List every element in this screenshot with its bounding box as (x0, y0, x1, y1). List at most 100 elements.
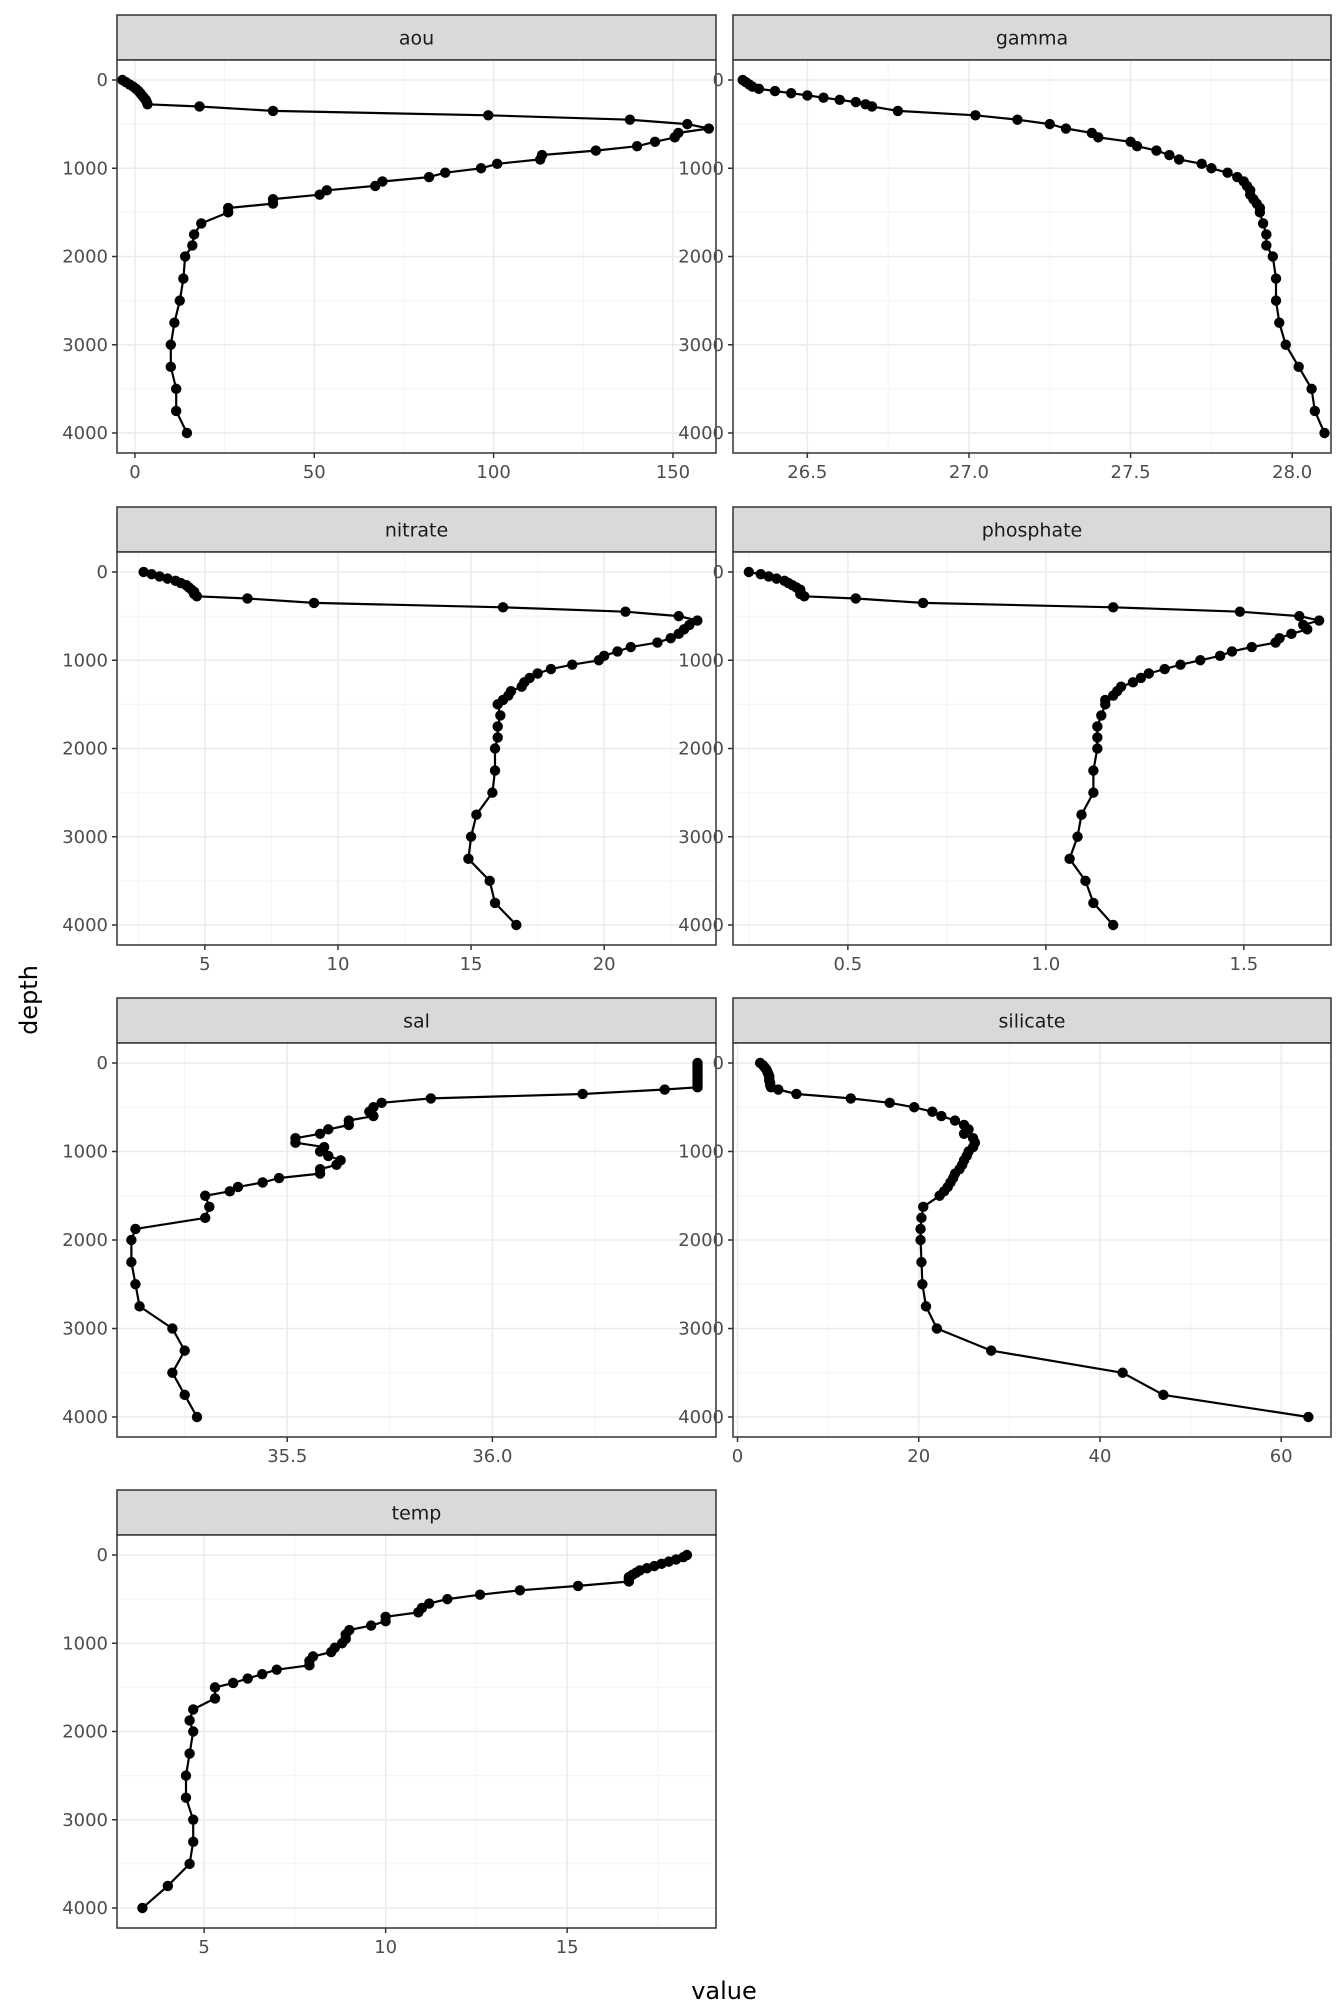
data-point (492, 699, 503, 710)
y-tick-label: 3000 (62, 1810, 108, 1831)
data-point (290, 1137, 301, 1148)
x-axis-title: value (691, 1977, 757, 2005)
data-point (1294, 610, 1305, 622)
y-tick-label: 3000 (62, 827, 108, 848)
data-point (1293, 361, 1304, 373)
data-point (692, 615, 703, 626)
data-point (970, 110, 981, 121)
facet-gamma: gamma 0 1000 2000 3000 4000 26.5 27.0 27.5 28.0 (678, 14, 1332, 483)
data-point (931, 1323, 943, 1334)
data-point (659, 1084, 670, 1095)
data-point (1175, 659, 1186, 670)
y-tick-label: 0 (97, 70, 108, 91)
data-point (1012, 114, 1023, 125)
x-tick-label: 1.5 (1230, 954, 1259, 975)
y-tick-label: 0 (713, 1053, 724, 1074)
data-point (1158, 1389, 1169, 1401)
data-point (673, 610, 684, 622)
data-point (314, 189, 325, 200)
data-point (915, 1234, 926, 1246)
data-point (191, 591, 203, 602)
data-point (1261, 229, 1272, 240)
data-point (179, 1345, 190, 1356)
data-point (1088, 787, 1099, 798)
data-point (368, 1110, 379, 1122)
data-point (692, 1082, 703, 1093)
panel-border (116, 1534, 717, 1929)
y-tick-label: 1000 (678, 1142, 724, 1163)
data-point (1135, 672, 1147, 684)
y-tick-label: 1000 (62, 1142, 108, 1163)
data-point (1173, 154, 1185, 165)
data-point (1280, 339, 1291, 350)
data-point (892, 105, 904, 117)
x-tick-label: 0 (732, 1446, 743, 1467)
panel-border (116, 1042, 717, 1438)
data-point (934, 1190, 945, 1201)
data-point (834, 94, 845, 106)
facet-nitrate: nitrate 0 1000 2000 3000 4000 5 10 15 20 (62, 506, 717, 975)
x-tick-label: 10 (327, 954, 350, 975)
data-point (242, 1673, 253, 1684)
data-point (413, 1607, 424, 1618)
facet-strip-label: silicate (999, 1011, 1066, 1033)
data-point (818, 92, 829, 103)
data-point (184, 1748, 195, 1759)
data-point (1270, 295, 1282, 306)
data-point (986, 1345, 997, 1356)
data-point (763, 571, 774, 582)
facet-strip-gamma (732, 14, 1332, 61)
data-point (1072, 831, 1083, 842)
y-tick-label: 3000 (62, 1319, 108, 1340)
y-tick-label: 4000 (62, 423, 108, 444)
facet-strip-label: phosphate (982, 520, 1083, 542)
data-point (314, 1168, 326, 1179)
data-point (380, 1615, 391, 1627)
data-point (489, 897, 501, 909)
panel-border (732, 1042, 1332, 1438)
x-tick-label: 35.5 (267, 1446, 307, 1467)
data-point (669, 132, 680, 143)
data-point (567, 659, 578, 670)
data-point (850, 593, 861, 604)
x-tick-label: 10 (374, 1937, 397, 1958)
data-point (1044, 118, 1055, 130)
data-point (1302, 624, 1313, 635)
y-tick-label: 2000 (678, 739, 724, 760)
data-point (184, 1715, 195, 1726)
data-point (489, 765, 501, 776)
data-point (1196, 158, 1207, 170)
data-point (577, 1088, 588, 1100)
data-point (785, 88, 797, 99)
data-point (949, 1115, 961, 1126)
data-point (511, 919, 522, 931)
data-point (165, 339, 177, 350)
data-point (169, 317, 180, 328)
data-point (188, 1704, 199, 1715)
data-point (188, 1726, 199, 1737)
data-point (224, 1186, 236, 1197)
data-point (376, 1097, 387, 1109)
data-point (257, 1177, 268, 1188)
y-tick-label: 1000 (678, 158, 724, 179)
data-point (314, 1128, 326, 1140)
x-tick-label: 1.0 (1032, 954, 1061, 975)
data-point (624, 114, 636, 125)
data-point (227, 1677, 239, 1689)
data-point (1164, 149, 1175, 161)
y-axis-title: depth (15, 965, 43, 1035)
data-point (273, 1172, 285, 1184)
data-point (958, 1128, 970, 1140)
data-point (497, 602, 509, 613)
data-point (1267, 251, 1279, 262)
facet-phosphate: phosphate 0 1000 2000 3000 4000 0.5 1.0 1.5 (678, 506, 1332, 975)
panel-border (732, 59, 1332, 454)
data-point (232, 1181, 244, 1193)
y-tick-label: 2000 (62, 247, 108, 268)
data-point (915, 1223, 926, 1235)
data-point (1195, 655, 1206, 666)
data-point (308, 597, 320, 609)
data-point (1088, 897, 1099, 909)
x-tick-label: 50 (303, 462, 326, 483)
